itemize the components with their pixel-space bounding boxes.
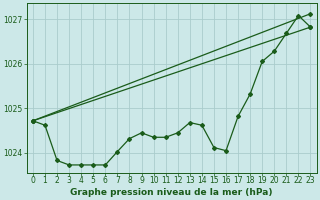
X-axis label: Graphe pression niveau de la mer (hPa): Graphe pression niveau de la mer (hPa) [70,188,273,197]
